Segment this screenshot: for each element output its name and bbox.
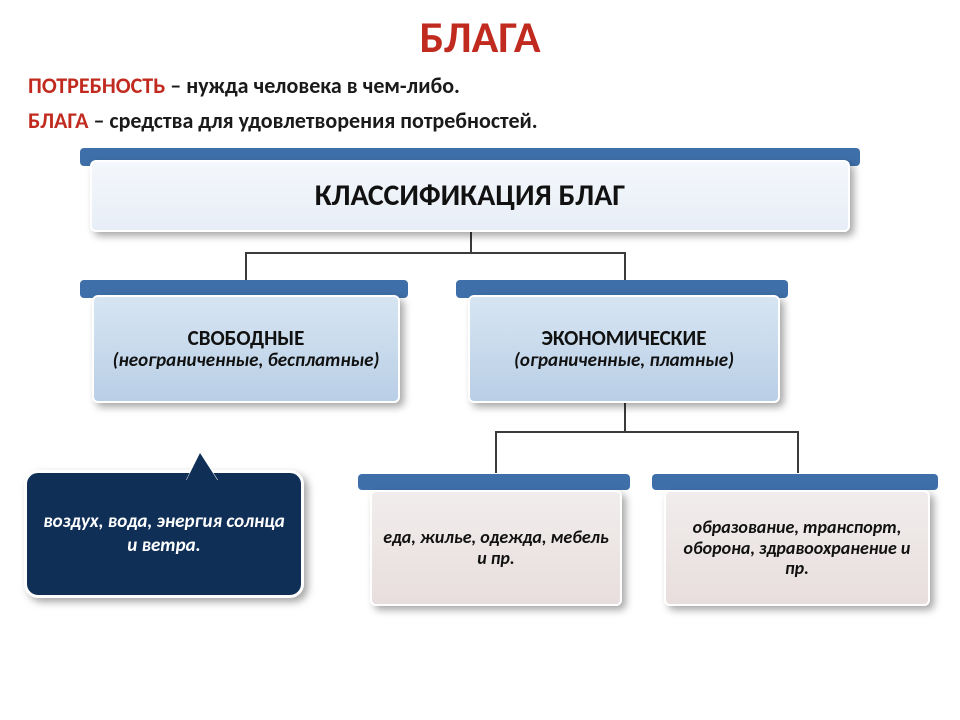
definition-goods: БЛАГА – средства для удовлетворения потр…	[28, 107, 932, 134]
node-free-title: СВОБОДНЫЕ	[188, 326, 305, 350]
node-economic-title: ЭКОНОМИЧЕСКИЕ	[542, 326, 707, 350]
term-need: ПОТРЕБНОСТЬ	[28, 72, 165, 99]
connector	[495, 431, 497, 473]
connector	[495, 431, 798, 433]
definitions: ПОТРЕБНОСТЬ – нужда человека в чем-либо.…	[0, 72, 960, 140]
callout-bubble: воздух, вода, энергия солнца и ветра.	[24, 470, 304, 598]
node-public-text: образование, транспорт, оборона, здравоо…	[676, 517, 918, 579]
node-economic: ЭКОНОМИЧЕСКИЕ (ограниченные, платные)	[468, 295, 780, 403]
node-free: СВОБОДНЫЕ (неограниченные, бесплатные)	[92, 295, 400, 403]
node-economic-sub: (ограниченные, платные)	[514, 350, 734, 372]
term-goods: БЛАГА	[28, 107, 89, 134]
connector	[624, 403, 626, 431]
connector	[245, 252, 625, 254]
node-shadow	[358, 474, 630, 490]
node-free-sub: (неограниченные, бесплатные)	[113, 350, 380, 372]
connector	[470, 232, 472, 252]
node-public: образование, транспорт, оборона, здравоо…	[664, 490, 930, 606]
node-private-text: еда, жилье, одежда, мебель и пр.	[382, 527, 610, 568]
connector	[624, 252, 626, 280]
diagram-canvas: КЛАССИФИКАЦИЯ БЛАГ СВОБОДНЫЕ (неограниче…	[0, 140, 960, 680]
root-label: КЛАССИФИКАЦИЯ БЛАГ	[315, 179, 625, 214]
connector	[245, 252, 247, 280]
definition-need: ПОТРЕБНОСТЬ – нужда человека в чем-либо.	[28, 72, 932, 99]
root-node: КЛАССИФИКАЦИЯ БЛАГ	[90, 160, 850, 232]
callout-text: воздух, вода, энергия солнца и ветра.	[37, 510, 291, 558]
node-private: еда, жилье, одежда, мебель и пр.	[370, 490, 622, 606]
def-need-text: – нужда человека в чем-либо.	[165, 72, 460, 99]
node-shadow	[652, 474, 938, 490]
page-title: БЛАГА	[0, 0, 960, 64]
connector	[797, 431, 799, 473]
def-goods-text: – средства для удовлетворения потребност…	[89, 107, 538, 134]
